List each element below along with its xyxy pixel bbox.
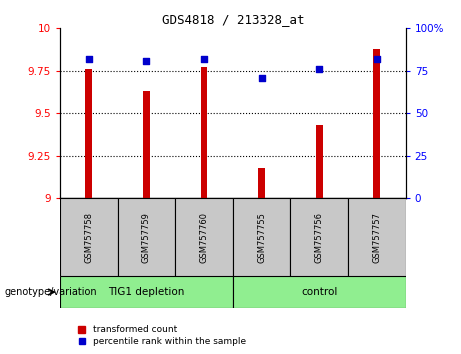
Text: GSM757758: GSM757758 — [84, 212, 93, 263]
Bar — [316, 125, 323, 198]
Text: GSM757755: GSM757755 — [257, 212, 266, 263]
Bar — [143, 91, 150, 198]
Bar — [373, 49, 380, 198]
Text: TIG1 depletion: TIG1 depletion — [108, 287, 184, 297]
Text: GSM757756: GSM757756 — [315, 212, 324, 263]
Text: control: control — [301, 287, 337, 297]
Bar — [258, 168, 265, 198]
Bar — [233, 276, 406, 308]
Bar — [348, 198, 406, 276]
Text: genotype/variation: genotype/variation — [5, 287, 97, 297]
Bar — [60, 198, 118, 276]
Bar — [60, 276, 233, 308]
Bar — [233, 198, 290, 276]
Point — [85, 56, 92, 62]
Text: GSM757757: GSM757757 — [372, 212, 381, 263]
Text: GSM757760: GSM757760 — [200, 212, 208, 263]
Legend: transformed count, percentile rank within the sample: transformed count, percentile rank withi… — [78, 325, 246, 346]
Text: GSM757759: GSM757759 — [142, 212, 151, 263]
Point — [315, 66, 323, 72]
Point — [142, 58, 150, 63]
Bar — [175, 198, 233, 276]
Point — [258, 75, 266, 80]
Point — [200, 56, 207, 62]
Point — [373, 56, 381, 62]
Bar — [118, 198, 175, 276]
Bar — [85, 69, 92, 198]
Title: GDS4818 / 213328_at: GDS4818 / 213328_at — [161, 13, 304, 26]
Bar — [290, 198, 348, 276]
Bar — [201, 67, 207, 198]
